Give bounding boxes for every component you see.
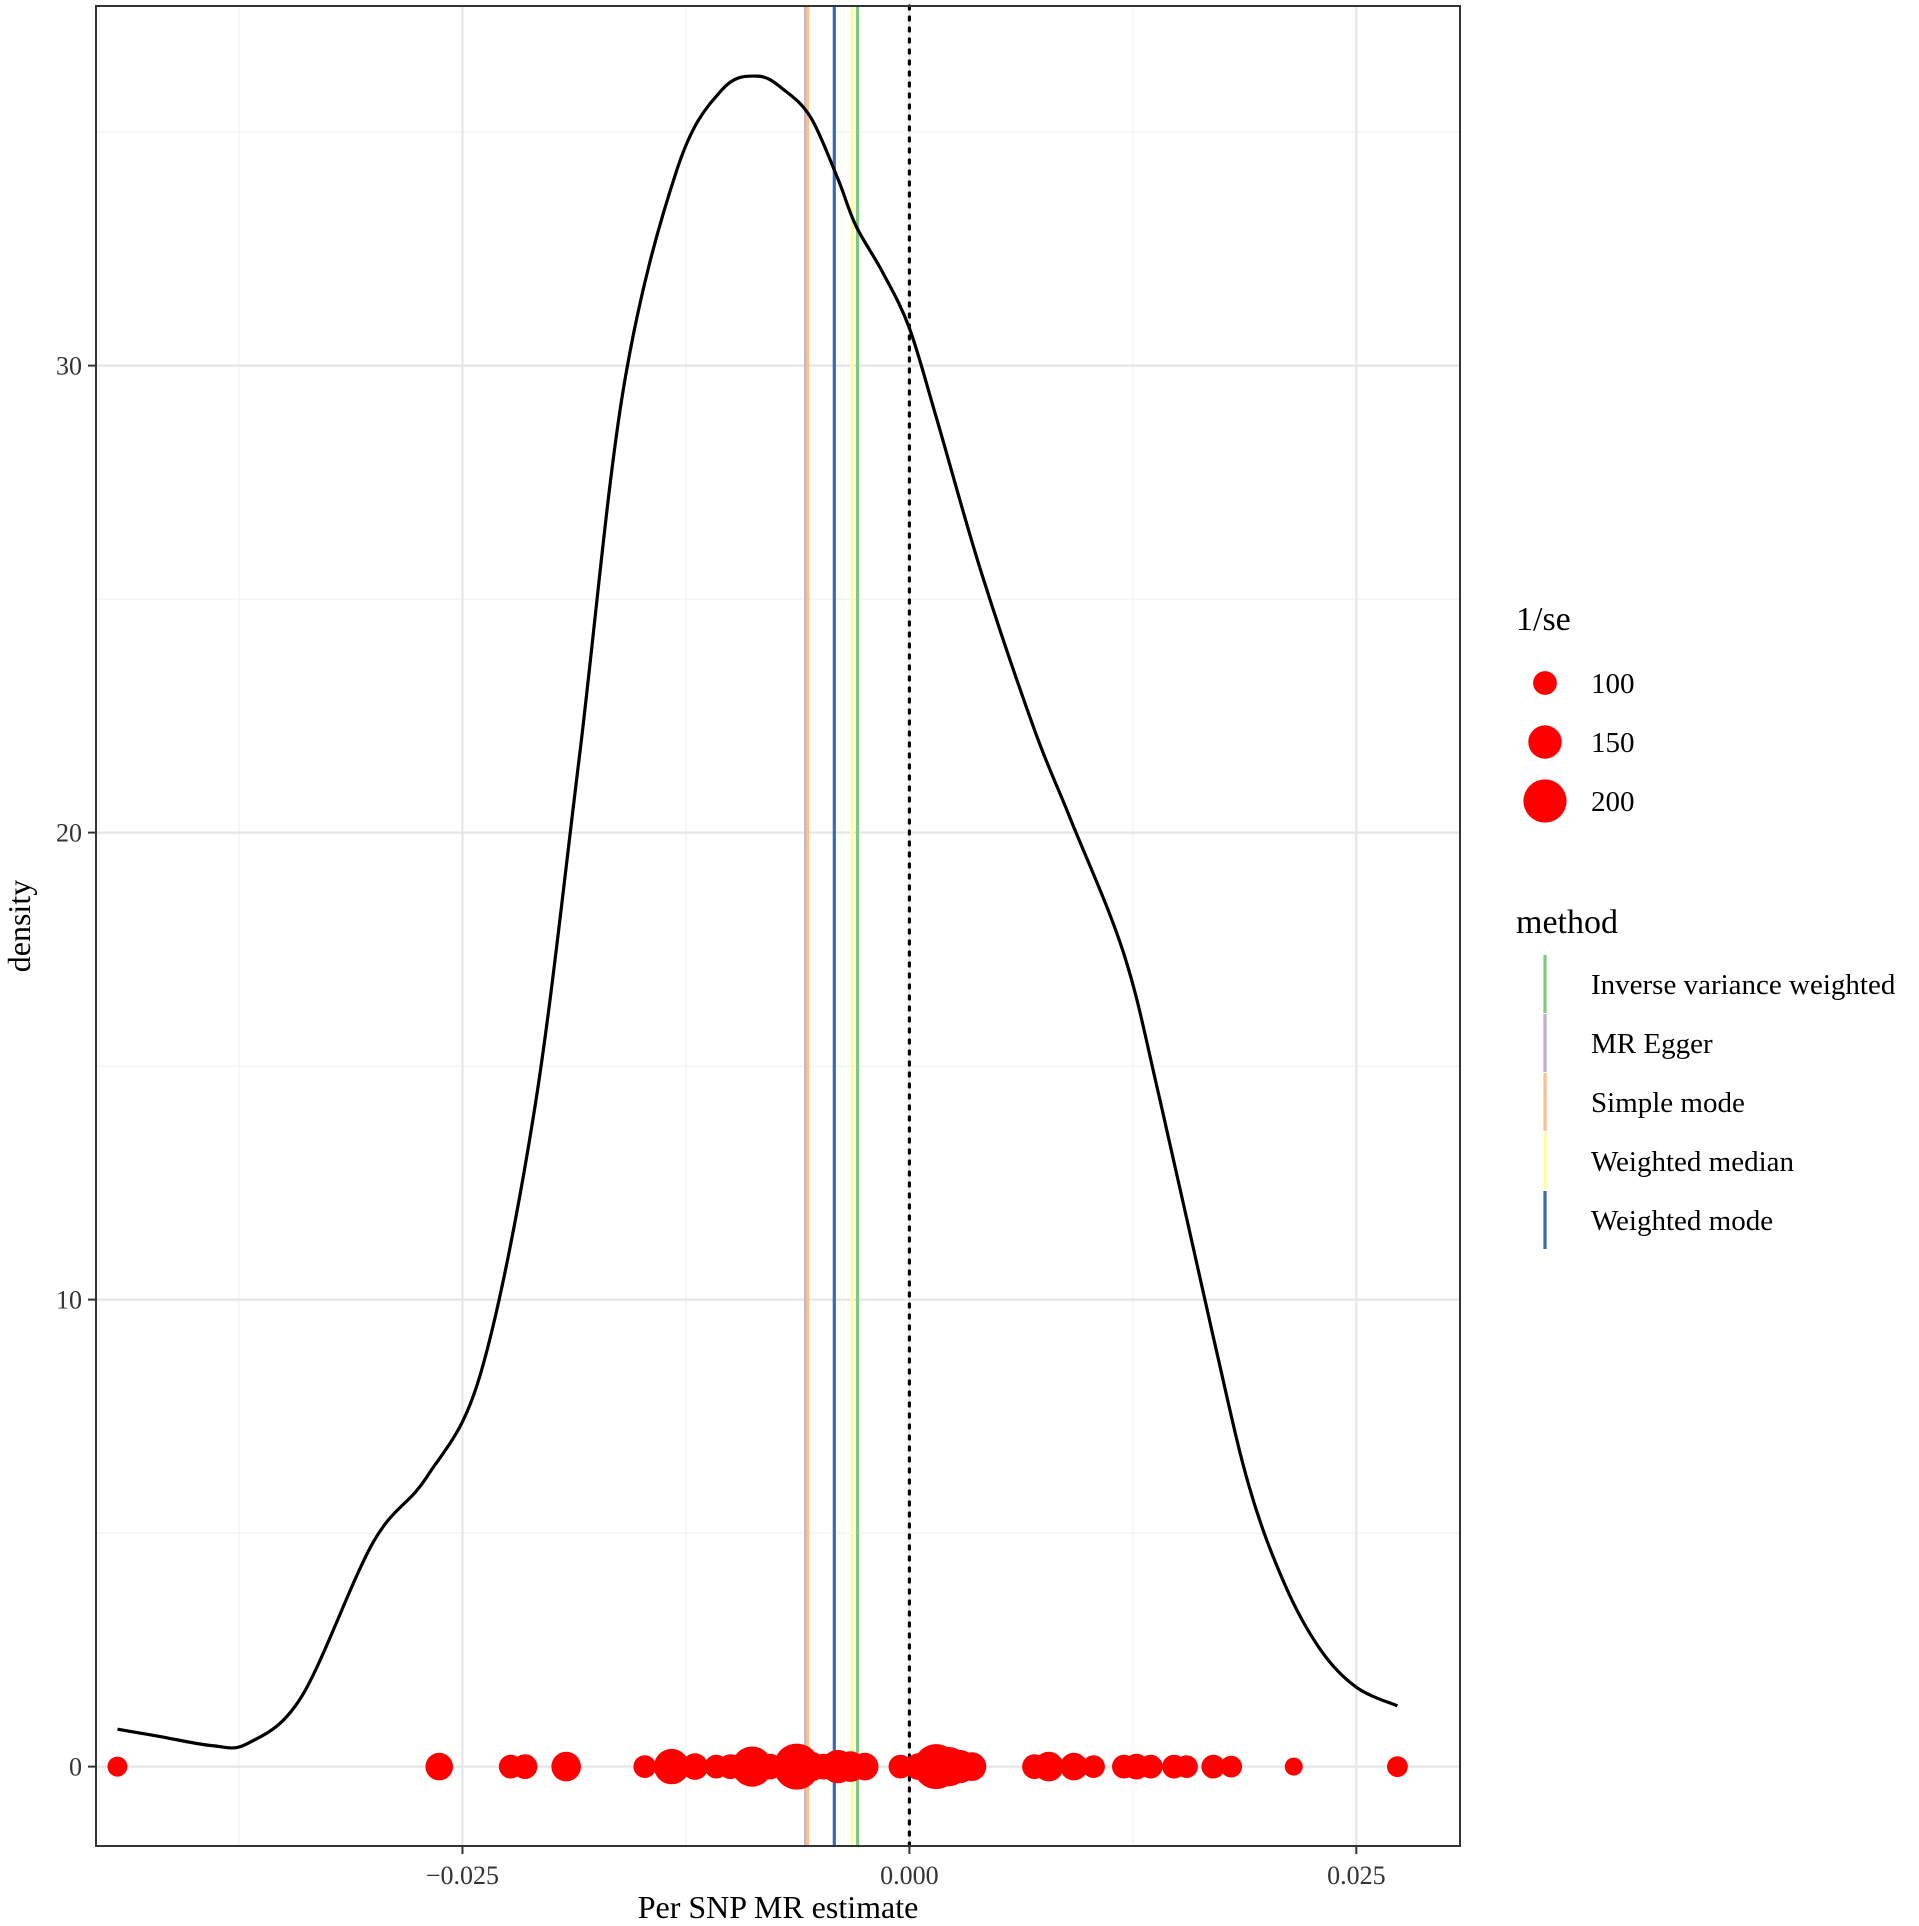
method-legend: method Inverse variance weighted MR Egger… (1516, 904, 1896, 1249)
snp-point (1220, 1755, 1243, 1778)
snp-point (1060, 1752, 1088, 1781)
size-legend-label: 150 (1591, 727, 1635, 759)
snp-point (425, 1752, 454, 1781)
axes: −0.025 0.000 0.025 0 10 20 30 (56, 352, 1386, 1890)
snp-point (1201, 1754, 1226, 1779)
size-legend-items: 100 150 200 (1523, 668, 1635, 823)
method-legend-label: Weighted mode (1591, 1205, 1773, 1237)
snp-points (107, 1743, 1408, 1790)
density-curve (117, 74, 1399, 1750)
size-legend: 1/se 100 150 200 (1516, 601, 1635, 823)
method-legend-items: Inverse variance weighted MR Egger Simple … (1543, 955, 1896, 1249)
gridlines (96, 6, 1460, 1846)
y-tick-label: 0 (69, 1753, 82, 1782)
method-legend-title: method (1516, 904, 1618, 941)
x-axis-title: Per SNP MR estimate (638, 1889, 919, 1925)
size-legend-key (1523, 779, 1567, 823)
y-tick-label: 10 (56, 1286, 82, 1315)
y-axis-title: density (1, 880, 37, 972)
snp-point (888, 1754, 913, 1779)
x-tick-label: 0.000 (880, 1861, 939, 1890)
snp-point (1175, 1755, 1198, 1779)
snp-point (551, 1751, 581, 1782)
snp-point (850, 1752, 879, 1781)
method-legend-label: Inverse variance weighted (1591, 969, 1896, 1001)
snp-point (653, 1748, 690, 1785)
size-legend-label: 100 (1591, 668, 1635, 700)
snp-point (1284, 1757, 1303, 1776)
method-legend-label: Weighted median (1591, 1146, 1795, 1178)
snp-point (681, 1753, 709, 1780)
size-legend-label: 200 (1591, 786, 1635, 818)
x-tick-label: −0.025 (426, 1861, 499, 1890)
snp-point (957, 1752, 987, 1781)
size-legend-title: 1/se (1516, 601, 1571, 638)
panel-border (95, 5, 1461, 1847)
density-curve-layer (117, 74, 1399, 1750)
snp-point (1138, 1754, 1163, 1779)
size-legend-key (1528, 725, 1562, 759)
snp-point (1387, 1756, 1408, 1778)
snp-point (633, 1755, 657, 1779)
size-legend-key (1533, 671, 1557, 695)
snp-point (107, 1756, 128, 1777)
snp-point (1034, 1751, 1064, 1782)
method-lines (804, 6, 860, 1846)
method-legend-label: Simple mode (1591, 1087, 1745, 1119)
y-tick-label: 20 (56, 819, 82, 848)
method-legend-label: MR Egger (1591, 1028, 1713, 1060)
snp-point (1082, 1755, 1105, 1779)
x-tick-label: 0.025 (1327, 1861, 1386, 1890)
snp-point (512, 1754, 538, 1780)
y-tick-label: 30 (56, 352, 82, 381)
